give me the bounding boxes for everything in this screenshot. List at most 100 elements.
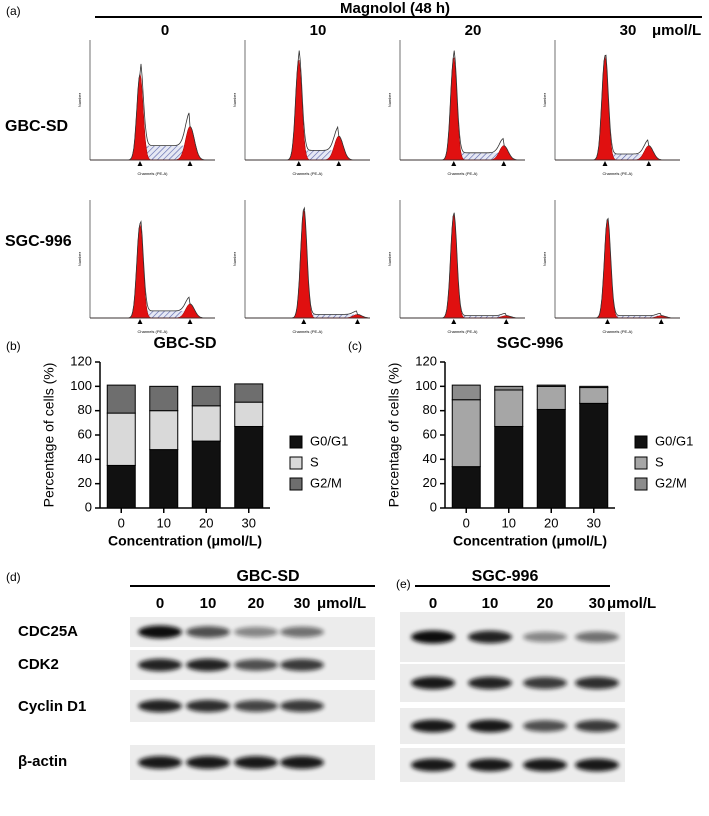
- x-tick-label: 20: [544, 515, 558, 530]
- blot-band: [186, 626, 230, 638]
- protein: Cyclin D1: [18, 698, 86, 715]
- hist-outline: [90, 220, 215, 319]
- blot-band: [411, 676, 455, 690]
- hist-y-title: Number: [387, 251, 392, 266]
- concentration: 20: [537, 595, 554, 612]
- legend-label: G0/G1: [310, 433, 348, 448]
- x-axis-title: Concentration (μmol/L): [108, 533, 262, 549]
- panel-label: (b): [6, 339, 21, 353]
- hist-y-title: Number: [232, 251, 237, 266]
- blot-band: [186, 658, 230, 672]
- hist-outline: [555, 54, 680, 161]
- blot-band: [234, 756, 278, 769]
- unit: μmol/L: [607, 595, 656, 612]
- concentration: 10: [482, 595, 499, 612]
- hist-g1-peak: [555, 219, 680, 319]
- y-axis-title: Percentage of cells (%): [41, 363, 57, 508]
- y-tick-label: 40: [423, 451, 437, 466]
- histograms: Channels (PE-A) Number Channels (PE-A) Numb…: [77, 40, 680, 334]
- hist-x-title: Channels (PE-A): [137, 329, 168, 334]
- concentration: 20: [248, 595, 265, 612]
- hist-s-phase: [555, 315, 680, 318]
- cell-line: SGC-996: [472, 568, 539, 585]
- y-tick-label: 20: [423, 475, 437, 490]
- blot-band: [468, 758, 512, 772]
- hist-outline: [245, 50, 370, 161]
- legend-label: S: [310, 454, 319, 469]
- y-tick-label: 80: [423, 402, 437, 417]
- y-tick-label: 120: [415, 353, 437, 368]
- hist-outline: [400, 50, 525, 161]
- hist-marker: [451, 161, 457, 166]
- hist-y-title: Number: [542, 92, 547, 107]
- hist-g1-peak: [400, 57, 525, 161]
- bar-charts: (b) GBC-SD Percentage of cells (%) Concentr…: [6, 335, 693, 548]
- blot-band: [523, 720, 567, 732]
- x-tick-label: 0: [118, 515, 125, 530]
- bar-segment: [149, 449, 179, 509]
- y-tick-label: 100: [70, 378, 92, 393]
- hist-marker: [602, 161, 608, 166]
- legend-swatch: [634, 456, 648, 470]
- blot-band: [523, 631, 567, 643]
- blot-band: [523, 677, 567, 689]
- blot-band: [280, 626, 324, 638]
- legend-swatch: [289, 435, 303, 449]
- x-tick-label: 30: [242, 515, 256, 530]
- panel-label: (a): [6, 4, 21, 18]
- bar-segment: [106, 384, 136, 414]
- x-tick-label: 20: [199, 515, 213, 530]
- legend-label: G2/M: [655, 475, 687, 490]
- blot-band: [468, 719, 512, 733]
- panel-title: Magnolol (48 h): [340, 0, 450, 17]
- unit: μmol/L: [317, 595, 366, 612]
- hist-g1-peak: [90, 223, 215, 319]
- row-label: SGC-996: [5, 233, 72, 250]
- bar-segment: [451, 466, 481, 509]
- concentration: 20: [465, 22, 482, 39]
- y-axis-title: Percentage of cells (%): [386, 363, 402, 508]
- hist-marker: [187, 161, 193, 166]
- hist-x-title: Channels (PE-A): [137, 171, 168, 176]
- hist-s-phase: [555, 154, 680, 160]
- cell-line: GBC-SD: [236, 568, 299, 585]
- concentration: 0: [429, 595, 437, 612]
- bar-segment: [149, 385, 179, 412]
- hist-marker: [187, 319, 193, 324]
- panel-label: (e): [396, 577, 411, 591]
- blot-band: [468, 676, 512, 690]
- hist-y-title: Number: [232, 92, 237, 107]
- concentration: 0: [156, 595, 164, 612]
- legend-swatch: [634, 477, 648, 491]
- bar-segment: [579, 385, 609, 389]
- blot-band: [575, 720, 619, 732]
- bar-segment: [536, 408, 566, 509]
- bar-segment: [494, 425, 524, 509]
- bar-segment: [191, 440, 221, 509]
- bar-segment: [536, 384, 566, 387]
- hist-y-title: Number: [542, 251, 547, 266]
- row-label: GBC-SD: [5, 118, 68, 135]
- x-tick-label: 30: [587, 515, 601, 530]
- bar-segment: [536, 385, 566, 410]
- legend-swatch: [289, 456, 303, 470]
- blot-band: [575, 758, 619, 772]
- hist-g1-peak: [400, 214, 525, 319]
- blot-band: [186, 756, 230, 769]
- hist-marker: [503, 319, 509, 324]
- y-tick-label: 0: [430, 499, 437, 514]
- bar-segment: [234, 425, 264, 509]
- legend-swatch: [634, 435, 648, 449]
- legend-label: G2/M: [310, 475, 342, 490]
- hist-marker: [137, 161, 143, 166]
- x-tick-label: 10: [502, 515, 516, 530]
- x-tick-label: 0: [463, 515, 470, 530]
- bar-segment: [451, 399, 481, 468]
- hist-marker: [137, 319, 143, 324]
- protein: CDC25A: [18, 623, 78, 640]
- legend-label: G0/G1: [655, 433, 693, 448]
- hist-s-phase: [245, 150, 370, 160]
- hist-marker: [301, 319, 307, 324]
- blot-band: [411, 630, 455, 644]
